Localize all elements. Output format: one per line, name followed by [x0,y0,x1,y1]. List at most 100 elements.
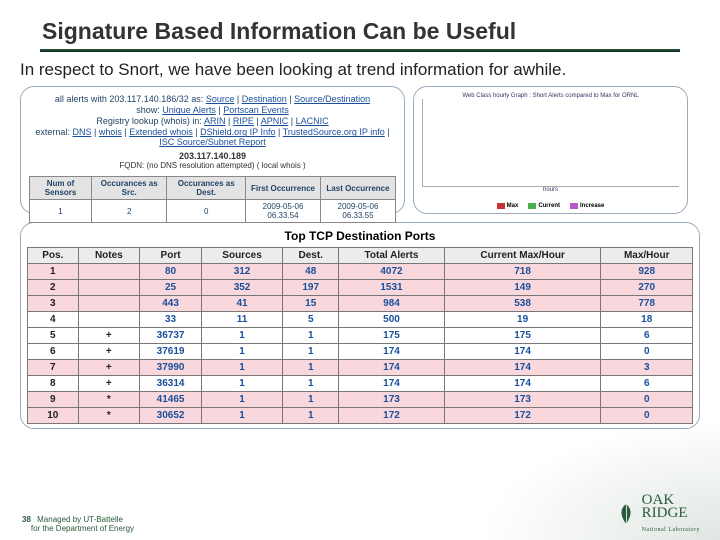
cell: 6 [28,344,79,360]
chart-xlabel: hours [422,187,679,193]
ip-address: 203.117.140.189 [29,151,396,161]
top-ports-panel: Top TCP Destination Ports Pos.NotesPortS… [20,222,700,429]
link-source-destination[interactable]: Source/Destination [294,94,370,104]
cell: 4072 [339,264,444,280]
cell: 172 [444,408,601,424]
cell: 1 [201,344,282,360]
footer-line1: Managed by UT-Battelle [37,515,123,524]
intro-text: In respect to Snort, we have been lookin… [20,60,700,80]
cell: 11 [201,312,282,328]
link-unique-alerts[interactable]: Unique Alerts [162,105,216,115]
fqdn-line: FQDN: (no DNS resolution attempted) ( lo… [29,161,396,170]
chart-legend: Max Current Increase [422,203,679,209]
col-dest-: Dest. [283,248,339,264]
cell [78,280,140,296]
cell: 173 [339,392,444,408]
cell: 778 [601,296,693,312]
cell: 197 [283,280,339,296]
logo-sub: National Laboratory [642,527,700,533]
cell [78,312,140,328]
cell: 5 [28,328,79,344]
legend-max-label: Max [507,203,519,209]
cell: 37990 [140,360,202,376]
cell: + [78,376,140,392]
legend-increase-label: Increase [580,203,604,209]
col-sources: Sources [201,248,282,264]
cell: 4 [28,312,79,328]
link-trustedsource-org-ip-info[interactable]: TrustedSource.org IP info [283,127,385,137]
link-source[interactable]: Source [206,94,235,104]
col-notes: Notes [78,248,140,264]
mini-th: Occurances as Dest. [167,177,246,200]
table-row: 6+37619111741740 [28,344,693,360]
cell: 500 [339,312,444,328]
cell: 1531 [339,280,444,296]
cell: 174 [339,360,444,376]
occurrence-table: Num of SensorsOccurances as Src.Occuranc… [29,176,396,223]
link-destination[interactable]: Destination [242,94,287,104]
cell: 352 [201,280,282,296]
cell: 1 [283,408,339,424]
cell: 3 [28,296,79,312]
cell: 9 [28,392,79,408]
link-apnic[interactable]: APNIC [261,116,289,126]
cell: 718 [444,264,601,280]
registry-line: Registry lookup (whois) in: ARIN | RIPE … [29,116,396,126]
cell: * [78,408,140,424]
footer: 38 Managed by UT-Battelle for the Depart… [22,516,134,534]
mini-td: 0 [167,200,246,223]
cell: 30652 [140,408,202,424]
footer-line2: for the Department of Energy [31,524,134,533]
link-whois[interactable]: whois [99,127,122,137]
link-lacnic[interactable]: LACNIC [296,116,329,126]
cell: 538 [444,296,601,312]
mini-th: Last Occurrence [320,177,395,200]
bar-chart [422,99,679,187]
alerts-prefix: all alerts with 203.117.140.186/32 as: [55,94,203,104]
cell: + [78,328,140,344]
cell: 175 [339,328,444,344]
table-row: 9*41465111731730 [28,392,693,408]
cell: 1 [201,360,282,376]
link-dshield-org-ip-info[interactable]: DShield.org IP Info [200,127,275,137]
cell: 6 [601,328,693,344]
cell: 0 [601,344,693,360]
show-prefix: show: [136,105,160,115]
cell: 1 [28,264,79,280]
oak-ridge-logo: OAK RIDGE National Laboratory [614,494,700,535]
mini-td: 2 [92,200,167,223]
link-isc-source-subnet-report[interactable]: ISC Source/Subnet Report [159,137,266,147]
link-dns[interactable]: DNS [72,127,91,137]
link-arin[interactable]: ARIN [204,116,226,126]
link-extended-whois[interactable]: Extended whois [129,127,193,137]
cell: + [78,344,140,360]
cell: 1 [283,328,339,344]
cell: 41 [201,296,282,312]
cell: 36737 [140,328,202,344]
cell: 0 [601,408,693,424]
cell: 1 [283,392,339,408]
legend-current-label: Current [538,203,560,209]
col-current-max-hour: Current Max/Hour [444,248,601,264]
mini-th: Occurances as Src. [92,177,167,200]
cell: 33 [140,312,202,328]
cell: 174 [339,376,444,392]
alerts-line: all alerts with 203.117.140.186/32 as: S… [29,94,396,104]
cell: 174 [444,360,601,376]
table-row: 34434115984538778 [28,296,693,312]
cell: 928 [601,264,693,280]
table-row: 180312484072718928 [28,264,693,280]
table-row: 2253521971531149270 [28,280,693,296]
cell: 10 [28,408,79,424]
cell: 80 [140,264,202,280]
logo-text: OAK RIDGE National Laboratory [642,494,700,535]
table-row: 8+36314111741746 [28,376,693,392]
cell: 1 [201,376,282,392]
cell: 149 [444,280,601,296]
table-row: 5+36737111751756 [28,328,693,344]
logo-ridge: RIDGE [642,505,688,521]
registry-prefix: Registry lookup (whois) in: [96,116,202,126]
cell: 25 [140,280,202,296]
link-portscan-events[interactable]: Portscan Events [223,105,289,115]
link-ripe[interactable]: RIPE [233,116,254,126]
